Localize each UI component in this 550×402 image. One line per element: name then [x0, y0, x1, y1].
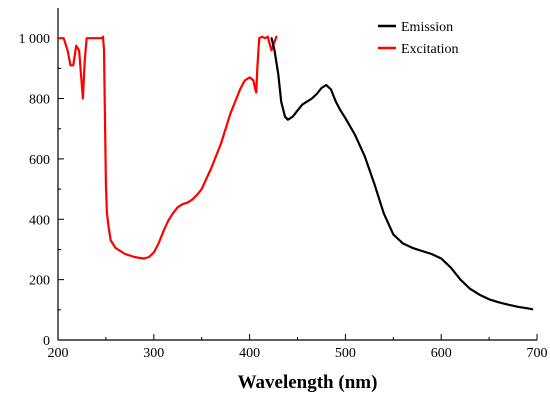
x-tick-label: 200 — [48, 346, 69, 361]
y-tick-label: 200 — [29, 274, 50, 289]
legend-label-emission: Emission — [401, 20, 453, 35]
y-tick-label: 1 000 — [19, 32, 51, 47]
y-tick-label: 600 — [29, 153, 50, 168]
y-tick-label: 400 — [29, 213, 50, 228]
x-tick-label: 300 — [143, 346, 164, 361]
series-line-emission — [270, 37, 534, 311]
series-line-excitation — [56, 35, 278, 260]
series-layer — [56, 35, 534, 311]
x-tick-label: 700 — [527, 346, 548, 361]
y-tick-label: 800 — [29, 93, 50, 108]
x-axis-title: Wavelength (nm) — [238, 372, 378, 393]
y-tick-label: 0 — [43, 334, 50, 349]
x-tick-label: 600 — [431, 346, 452, 361]
legend: Emission Excitation — [378, 20, 459, 57]
axes — [57, 8, 537, 341]
x-tick-label: 400 — [239, 346, 260, 361]
x-tick-label: 500 — [335, 346, 356, 361]
legend-label-excitation: Excitation — [401, 42, 459, 57]
